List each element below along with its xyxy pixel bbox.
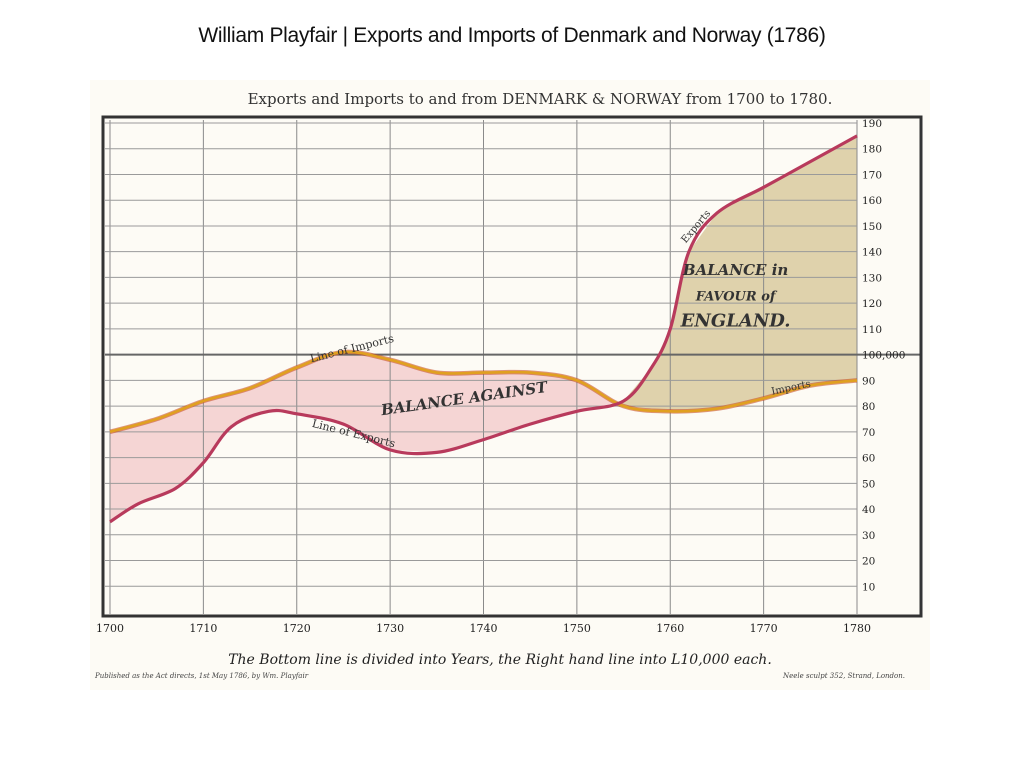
engraver-note: Neele sculpt 352, Strand, London. [782,672,905,680]
y-tick-label: 50 [862,478,875,490]
annotation-balance-in: BALANCE in [682,261,788,279]
y-tick-label: 40 [862,504,875,516]
area-balance-favour [616,135,857,412]
y-tick-label: 60 [862,453,875,465]
chart-title: Exports and Imports to and from DENMARK … [248,90,833,108]
y-tick-label: 70 [862,427,875,439]
y-tick-label: 170 [862,169,882,181]
y-tick-label: 100,000 [862,350,905,362]
y-tick-label: 180 [862,144,882,156]
x-tick-label: 1720 [283,622,311,635]
y-tick-label: 150 [862,221,882,233]
x-tick-label: 1770 [750,622,778,635]
y-tick-label: 80 [862,401,875,413]
x-axis-label: The Bottom line is divided into Years, t… [228,652,772,668]
y-tick-label: 110 [862,324,882,336]
x-tick-label: 1750 [563,622,591,635]
area-balance-against [110,352,617,522]
plot-frame [101,115,923,618]
y-tick-label: 90 [862,375,875,387]
imports-line [109,350,858,434]
y-tick-label: 30 [862,530,875,542]
y-tick-label: 160 [862,195,882,207]
annotation-england: ENGLAND. [680,310,791,331]
y-tick-label: 140 [862,247,882,259]
y-tick-label: 20 [862,556,875,568]
y-tick-label: 10 [862,581,875,593]
y-tick-label: 130 [862,272,882,284]
y-tick-label: 120 [862,298,882,310]
y-tick-label: 190 [862,118,882,130]
slide-title: William Playfair | Exports and Imports o… [198,24,826,47]
x-tick-label: 1740 [470,622,498,635]
exports-line [109,134,858,524]
x-tick-label: 1760 [656,622,684,635]
publisher-note: Published as the Act directs, 1st May 17… [94,672,309,680]
annotation-favour-of: FAVOUR of [695,290,778,305]
x-tick-label: 1700 [96,622,124,635]
x-tick-label: 1780 [843,622,871,635]
x-tick-label: 1730 [376,622,404,635]
x-tick-label: 1710 [189,622,217,635]
